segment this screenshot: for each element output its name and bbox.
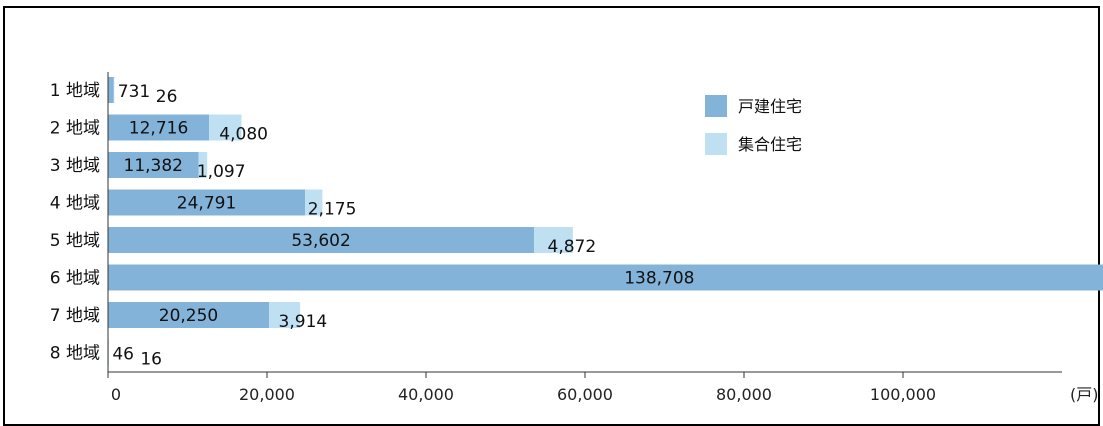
value-label-detached: 20,250 — [159, 306, 218, 326]
value-label-collective: 4,872 — [548, 237, 597, 257]
bar-collective — [268, 302, 301, 328]
category-label: 6 地域 — [50, 269, 100, 289]
bar-detached — [108, 227, 535, 253]
bars-layer — [108, 77, 1103, 366]
value-label-collective: 26 — [156, 87, 178, 107]
value-label-collective: 2,175 — [308, 200, 357, 220]
category-label: 4 地域 — [50, 194, 100, 214]
value-label-detached: 12,716 — [129, 119, 188, 139]
value-label-detached: 24,791 — [177, 194, 236, 214]
bar-collective — [534, 227, 573, 253]
value-labels-layer: 731 26 12,716 4,080 11,382 1,097 24,791 2,175 53… — [112, 82, 694, 370]
x-tick-label: 100,000 — [870, 385, 936, 404]
category-label: 1 地域 — [50, 81, 100, 101]
category-label: 8 地域 — [50, 344, 100, 364]
value-label-collective: 16 — [140, 350, 162, 370]
x-axis-unit: (戸) — [1070, 385, 1099, 404]
bar-detached — [108, 77, 114, 103]
x-tick-label: 20,000 — [239, 385, 295, 404]
value-label-detached: 11,382 — [124, 156, 183, 176]
bar-collective — [209, 114, 242, 141]
legend-swatch — [705, 133, 727, 155]
bar-detached — [108, 114, 210, 141]
x-tick-label: 80,000 — [716, 385, 772, 404]
x-tick-label: 60,000 — [557, 385, 613, 404]
category-label: 7 地域 — [50, 306, 100, 326]
x-tick-label: 40,000 — [398, 385, 454, 404]
legend-swatch — [705, 95, 727, 117]
value-label-collective: 1,097 — [197, 162, 246, 182]
value-label-detached: 53,602 — [291, 231, 350, 251]
value-label-collective: 3,914 — [279, 312, 328, 332]
bar-collective — [113, 77, 115, 103]
value-label-detached: 138,708 — [624, 269, 694, 289]
value-label-collective: 4,080 — [219, 125, 268, 145]
category-labels-layer: 1 地域 2 地域 3 地域 4 地域 5 地域 6 地域 7 地域 8 地域 — [50, 81, 100, 364]
legend-label: 戸建住宅 — [738, 97, 802, 116]
x-tick-label: 0 — [111, 385, 121, 404]
bar-collective — [198, 152, 208, 178]
category-label: 5 地域 — [50, 231, 100, 251]
value-label-detached: 46 — [112, 345, 134, 365]
category-label: 2 地域 — [50, 119, 100, 139]
bar-detached — [108, 189, 306, 216]
legend-label: 集合住宅 — [738, 135, 802, 154]
bar-collective — [108, 339, 109, 366]
category-label: 3 地域 — [50, 156, 100, 176]
x-ticks-layer: 0 20,000 40,000 60,000 80,000 100,000 — [107, 372, 936, 404]
bar-detached — [108, 264, 1103, 291]
bar-detached — [108, 152, 199, 178]
bar-detached — [108, 302, 269, 328]
chart-frame — [3, 6, 1100, 426]
value-label-detached: 731 — [118, 82, 150, 102]
bar-collective — [305, 189, 323, 216]
